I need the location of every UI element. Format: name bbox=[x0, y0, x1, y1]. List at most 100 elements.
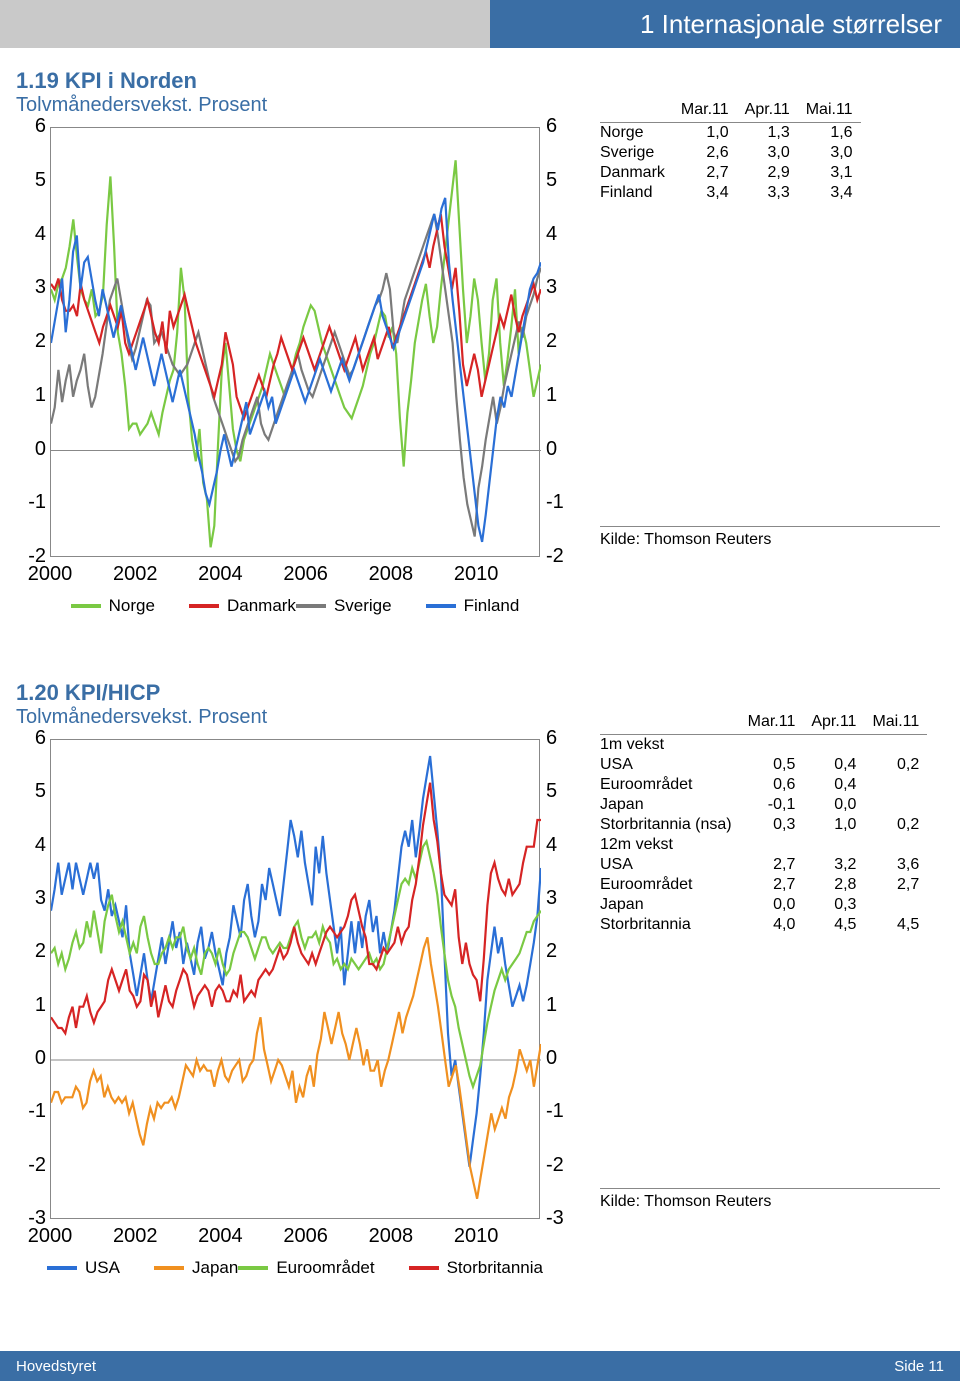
chart2-title: 1.20 KPI/HICP bbox=[0, 680, 960, 706]
legend-item: Japan bbox=[154, 1258, 238, 1278]
ytick: -2 bbox=[16, 1154, 46, 1177]
table-header: Mai.11 bbox=[864, 712, 927, 735]
ytick: 2 bbox=[16, 330, 46, 353]
ytick: 5 bbox=[16, 780, 46, 803]
legend-label: Euroområdet bbox=[276, 1258, 374, 1278]
ytick: 5 bbox=[16, 169, 46, 192]
ytick: -2 bbox=[546, 545, 576, 568]
legend-swatch bbox=[47, 1266, 77, 1270]
xtick: 2002 bbox=[113, 1225, 158, 1248]
xtick: 2002 bbox=[113, 563, 158, 586]
ytick: 4 bbox=[16, 223, 46, 246]
legend-swatch bbox=[189, 604, 219, 608]
header-bar: 1 Internasjonale størrelser bbox=[0, 0, 960, 48]
chart1-table: Mar.11Apr.11Mai.11Norge1,01,31,6Sverige2… bbox=[600, 100, 940, 203]
ytick: 6 bbox=[16, 727, 46, 750]
table-section-label: 12m vekst bbox=[600, 835, 927, 855]
ytick: 2 bbox=[546, 940, 576, 963]
chart1-legend: Norge Danmark Sverige Finland bbox=[0, 593, 590, 616]
legend-item: Euroområdet bbox=[238, 1258, 374, 1278]
ytick: 1 bbox=[546, 994, 576, 1017]
legend-swatch bbox=[426, 604, 456, 608]
legend-label: Japan bbox=[192, 1258, 238, 1278]
ytick: 6 bbox=[16, 115, 46, 138]
ytick: -1 bbox=[546, 491, 576, 514]
ytick: 1 bbox=[546, 384, 576, 407]
table-row: Japan-0,10,0 bbox=[600, 795, 927, 815]
ytick: 3 bbox=[546, 276, 576, 299]
table-header: Mai.11 bbox=[798, 100, 861, 123]
legend-item: Finland bbox=[426, 596, 520, 616]
legend-swatch bbox=[296, 604, 326, 608]
xtick: 2008 bbox=[369, 1225, 414, 1248]
table-row: Japan0,00,3 bbox=[600, 895, 927, 915]
ytick: 0 bbox=[546, 438, 576, 461]
header-grey bbox=[0, 0, 490, 48]
table-header bbox=[600, 100, 673, 123]
table-header: Mar.11 bbox=[673, 100, 737, 123]
table-row: USA2,73,23,6 bbox=[600, 855, 927, 875]
legend-item: USA bbox=[47, 1258, 120, 1278]
ytick: 1 bbox=[16, 994, 46, 1017]
legend-label: Danmark bbox=[227, 596, 296, 616]
xtick: 2004 bbox=[198, 563, 243, 586]
footer-right: Side 11 bbox=[894, 1358, 944, 1375]
ytick: 6 bbox=[546, 115, 576, 138]
chart1-plot bbox=[50, 127, 540, 557]
ytick: -1 bbox=[16, 491, 46, 514]
ytick: 2 bbox=[546, 330, 576, 353]
ytick: 5 bbox=[546, 169, 576, 192]
xtick: 2008 bbox=[369, 563, 414, 586]
legend-item: Norge bbox=[71, 596, 155, 616]
chart2-legend: USA Japan Euroområdet Storbritannia bbox=[0, 1255, 590, 1278]
xtick: 2010 bbox=[454, 1225, 499, 1248]
ytick: 0 bbox=[546, 1047, 576, 1070]
ytick: 0 bbox=[16, 438, 46, 461]
xtick: 2010 bbox=[454, 563, 499, 586]
ytick: 3 bbox=[16, 276, 46, 299]
legend-label: Storbritannia bbox=[447, 1258, 543, 1278]
table-header: Apr.11 bbox=[803, 712, 864, 735]
legend-label: Norge bbox=[109, 596, 155, 616]
chart2-source: Kilde: Thomson Reuters bbox=[600, 1188, 940, 1211]
table-row: Storbritannia (nsa)0,31,00,2 bbox=[600, 815, 927, 835]
table-header: Mar.11 bbox=[740, 712, 804, 735]
table-row: Finland3,43,33,4 bbox=[600, 183, 861, 203]
legend-label: USA bbox=[85, 1258, 120, 1278]
ytick: 4 bbox=[546, 834, 576, 857]
ytick: 0 bbox=[16, 1047, 46, 1070]
legend-item: Storbritannia bbox=[409, 1258, 543, 1278]
table-row: Norge1,01,31,6 bbox=[600, 123, 861, 144]
xtick: 2006 bbox=[283, 1225, 328, 1248]
ytick: 1 bbox=[16, 384, 46, 407]
chart2-table: Mar.11Apr.11Mai.111m vekstUSA0,50,40,2Eu… bbox=[600, 712, 950, 935]
footer: Hovedstyret Side 11 bbox=[0, 1351, 960, 1381]
xtick: 2004 bbox=[198, 1225, 243, 1248]
legend-item: Danmark bbox=[189, 596, 296, 616]
chart-2-block: 1.20 KPI/HICP Tolvmånedersvekst. Prosent… bbox=[0, 680, 960, 1278]
legend-swatch bbox=[154, 1266, 184, 1270]
table-row: USA0,50,40,2 bbox=[600, 755, 927, 775]
ytick: -1 bbox=[16, 1100, 46, 1123]
table-row: Storbritannia4,04,54,5 bbox=[600, 915, 927, 935]
ytick: -1 bbox=[546, 1100, 576, 1123]
chart-1-block: 1.19 KPI i Norden Tolvmånedersvekst. Pro… bbox=[0, 68, 960, 616]
xtick: 2006 bbox=[283, 563, 328, 586]
ytick: -3 bbox=[546, 1207, 576, 1230]
legend-label: Sverige bbox=[334, 596, 392, 616]
table-header bbox=[600, 712, 740, 735]
table-row: Danmark2,72,93,1 bbox=[600, 163, 861, 183]
chart1-title: 1.19 KPI i Norden bbox=[0, 68, 960, 94]
table-header: Apr.11 bbox=[737, 100, 798, 123]
legend-label: Finland bbox=[464, 596, 520, 616]
footer-left: Hovedstyret bbox=[16, 1358, 96, 1375]
ytick: 4 bbox=[16, 834, 46, 857]
ytick: 3 bbox=[16, 887, 46, 910]
legend-swatch bbox=[409, 1266, 439, 1270]
table-row: Euroområdet0,60,4 bbox=[600, 775, 927, 795]
ytick: 5 bbox=[546, 780, 576, 803]
legend-item: Sverige bbox=[296, 596, 392, 616]
table-section-label: 1m vekst bbox=[600, 735, 927, 756]
header-title: 1 Internasjonale størrelser bbox=[490, 0, 960, 48]
legend-swatch bbox=[71, 604, 101, 608]
